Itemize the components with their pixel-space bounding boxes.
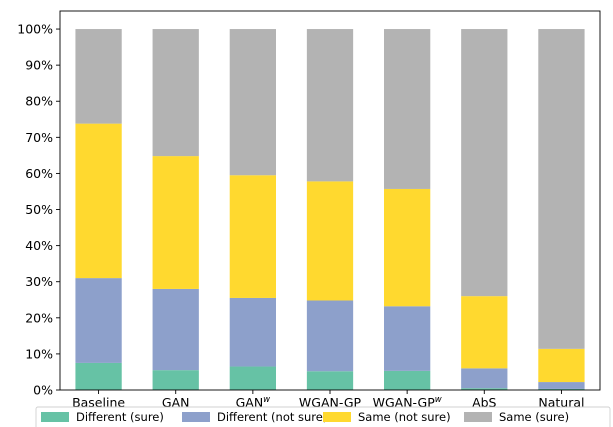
bar-segment-4-cat-6 — [461, 29, 508, 297]
bar-segment-4-cat-4 — [306, 29, 354, 182]
bar-segment-2-cat-6 — [461, 368, 508, 389]
y-tick-label: 60% — [25, 166, 53, 181]
y-axis: 0% 10% 20% 30% 40% 50% 60% 70% 80% 90% 100% — [17, 22, 60, 398]
bar-segment-2-cat-1 — [75, 278, 122, 363]
x-tick-label: WGAN-GP — [299, 395, 362, 410]
legend-label: Different (not sure) — [217, 410, 327, 424]
bar-segment-2-cat-2 — [152, 288, 199, 371]
legend-label: Different (sure) — [76, 410, 164, 424]
y-tick-label: 30% — [25, 274, 53, 289]
bar-segment-3-cat-1 — [75, 123, 122, 279]
bar-segment-3-cat-7 — [538, 348, 585, 383]
legend-swatch — [323, 412, 351, 422]
y-tick-label: 100% — [17, 22, 53, 37]
bar-segment-4-cat-3 — [229, 29, 276, 176]
legend-swatch — [464, 412, 492, 422]
bar-segment-3-cat-4 — [306, 181, 354, 301]
legend-label: Same (sure) — [499, 410, 569, 424]
y-tick-label: 80% — [25, 94, 53, 109]
y-tick-label: 20% — [25, 310, 53, 325]
x-tick-label: GANw — [236, 395, 271, 410]
legend-swatch — [182, 412, 210, 422]
x-tick-label-superscript: w — [435, 395, 442, 405]
bar-segment-4-cat-7 — [538, 29, 585, 349]
bar-segment-1-cat-1 — [75, 362, 122, 390]
legend: Different (sure) Different (not sure) Same… — [35, 406, 611, 427]
legend-label: Same (not sure) — [358, 410, 451, 424]
x-axis: Baseline GAN GANw WGAN-GP WGAN-GPw AbS Natural — [72, 390, 584, 410]
y-tick-label: 0% — [33, 383, 53, 398]
x-tick-label: AbS — [472, 395, 496, 410]
bar-segment-1-cat-2 — [152, 370, 199, 390]
bar-segment-4-cat-5 — [384, 29, 431, 189]
bars-layer — [75, 29, 585, 390]
x-tick-label: GAN — [162, 395, 190, 410]
bar-segment-3-cat-2 — [152, 156, 199, 289]
y-tick-label: 50% — [25, 202, 53, 217]
legend-swatch — [41, 412, 69, 422]
y-tick-label: 90% — [25, 58, 53, 73]
x-tick-label-superscript: w — [263, 395, 270, 405]
bar-segment-2-cat-4 — [306, 300, 354, 372]
bar-segment-1-cat-3 — [229, 366, 276, 390]
y-tick-label: 10% — [25, 346, 53, 361]
bar-segment-2-cat-7 — [538, 382, 585, 389]
bar-segment-2-cat-5 — [384, 306, 431, 371]
x-tick-label: Natural — [538, 395, 584, 410]
y-tick-label: 70% — [25, 130, 53, 145]
bar-segment-1-cat-6 — [461, 388, 508, 390]
bar-segment-3-cat-3 — [229, 175, 276, 298]
bar-segment-2-cat-3 — [229, 297, 276, 367]
x-tick-label: Baseline — [72, 395, 125, 410]
bar-segment-4-cat-1 — [75, 29, 122, 124]
bar-segment-1-cat-4 — [306, 371, 354, 390]
y-tick-label: 40% — [25, 238, 53, 253]
x-tick-label: WGAN-GPw — [373, 395, 442, 410]
bar-segment-1-cat-5 — [384, 370, 431, 390]
bar-segment-1-cat-7 — [538, 388, 585, 390]
bar-segment-4-cat-2 — [152, 29, 199, 157]
bar-segment-3-cat-6 — [461, 296, 508, 369]
bar-segment-3-cat-5 — [384, 188, 431, 307]
